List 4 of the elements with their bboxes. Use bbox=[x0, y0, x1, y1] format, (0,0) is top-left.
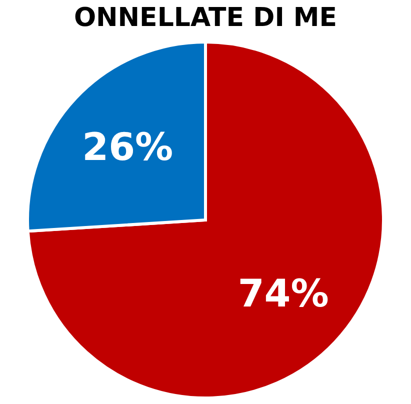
data-label: 26% bbox=[82, 125, 174, 170]
chart-title: ONNELLATE DI ME bbox=[74, 3, 338, 33]
data-label: 74% bbox=[238, 271, 329, 316]
pie-slice bbox=[26, 40, 385, 400]
